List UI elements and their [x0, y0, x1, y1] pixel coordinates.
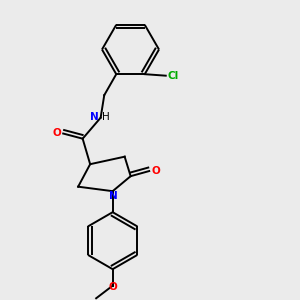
- Text: H: H: [102, 112, 110, 122]
- Text: N: N: [109, 191, 118, 201]
- Text: O: O: [151, 166, 160, 176]
- Text: O: O: [52, 128, 61, 138]
- Text: N: N: [90, 112, 98, 122]
- Text: Cl: Cl: [168, 71, 179, 81]
- Text: O: O: [108, 282, 117, 292]
